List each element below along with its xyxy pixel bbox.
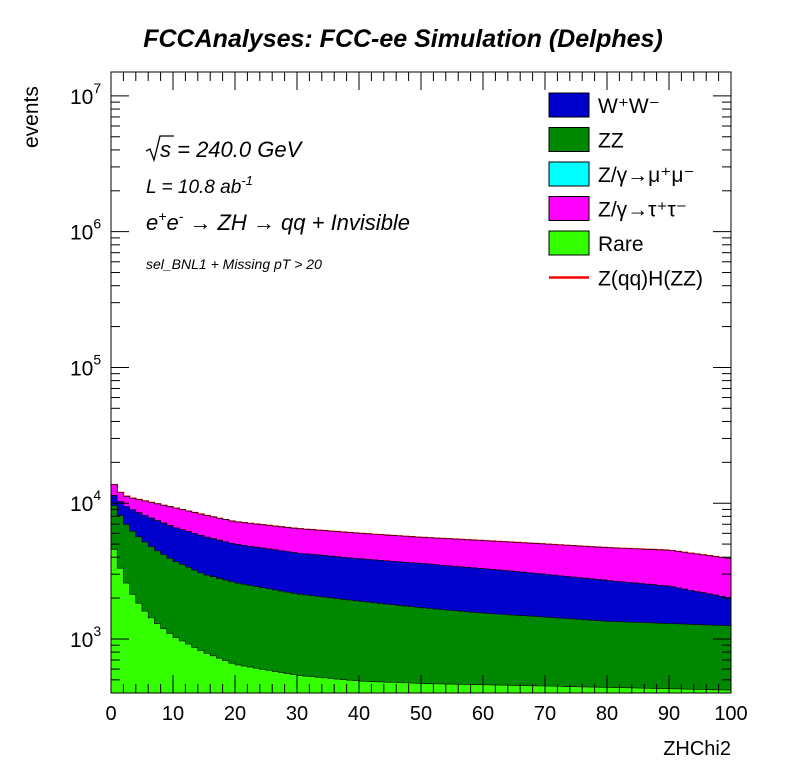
annotation-process: → ZH → qq + Invisible: [189, 210, 410, 235]
legend-label: Z(qq)H(ZZ): [598, 268, 703, 291]
legend-swatch: [548, 161, 590, 187]
legend-label: Rare: [598, 233, 644, 256]
x-tick-label: 10: [162, 703, 184, 725]
chart-title: FCCAnalyses: FCC-ee Simulation (Delphes): [143, 25, 663, 53]
x-axis-label: ZHChi2: [663, 738, 731, 760]
sqrt-sign: [145, 135, 174, 163]
annotation-block: s = 240.0 GeV L = 10.8 ab-1 e+e- → ZH → q…: [145, 135, 410, 272]
x-tick-label: 30: [286, 703, 308, 725]
legend: W⁺W⁻ ZZ Z/γ→μ⁺μ⁻ Z/γ→τ⁺τ⁻ Rare Z(qq)H(ZZ): [548, 92, 703, 291]
x-tick-label: 70: [534, 703, 556, 725]
legend-entry-z: Z/γ→τ⁺τ⁻: [548, 196, 687, 222]
legend-label: ZZ: [598, 130, 624, 153]
y-tick-label: 106: [70, 216, 101, 245]
legend-label: W⁺W⁻: [598, 95, 660, 118]
x-tick-label: 40: [348, 703, 370, 725]
x-tick-label: 90: [658, 703, 680, 725]
y-tick-label: 103: [70, 623, 101, 652]
legend-swatch: [548, 127, 590, 152]
y-tick-label: 107: [70, 80, 101, 109]
annotation-lumi-exponent: -1: [241, 173, 253, 188]
legend-swatch: [548, 92, 590, 118]
x-tick-label: 20: [224, 703, 246, 725]
stacked-areas: [111, 483, 731, 693]
legend-entry-z-qq-h-zz: Z(qq)H(ZZ): [549, 268, 703, 291]
svg-text:e+e-→ ZH → qq + Invisible: e+e- → ZH → qq + Invisible: [146, 208, 410, 235]
y-tick-label: 105: [70, 351, 101, 380]
legend-swatch: [548, 196, 590, 221]
y-axis-label: events: [20, 86, 43, 148]
legend-label: Z/γ→μ⁺μ⁻: [598, 164, 695, 187]
legend-swatch: [548, 230, 590, 256]
legend-entry-zz: ZZ: [548, 127, 624, 153]
y-tick-label: 104: [70, 487, 101, 516]
annotation-sqrt-s: s = 240.0 GeV: [160, 137, 304, 162]
annotation-selection: sel_BNL1 + Missing pT > 20: [146, 256, 322, 272]
legend-entry-rare: Rare: [548, 230, 644, 256]
x-tick-label: 100: [714, 703, 747, 725]
series-area-zz: [111, 505, 731, 693]
legend-entry-w-w: W⁺W⁻: [548, 92, 660, 118]
x-axis-ticks: 0 10 20 30 40 50 60 70 80 90 100: [105, 72, 748, 725]
annotation-lumi: L = 10.8 ab: [146, 177, 241, 198]
legend-label: Z/γ→τ⁺τ⁻: [598, 199, 687, 222]
x-tick-label: 60: [472, 703, 494, 725]
legend-entry-z: Z/γ→μ⁺μ⁻: [548, 161, 695, 187]
x-tick-label: 50: [410, 703, 432, 725]
x-tick-label: 80: [596, 703, 618, 725]
svg-text:L = 10.8 ab-1: L = 10.8 ab-1: [146, 173, 253, 198]
y-axis-ticks: 103 104 105 106 107: [70, 80, 731, 694]
x-tick-label: 0: [105, 703, 116, 725]
